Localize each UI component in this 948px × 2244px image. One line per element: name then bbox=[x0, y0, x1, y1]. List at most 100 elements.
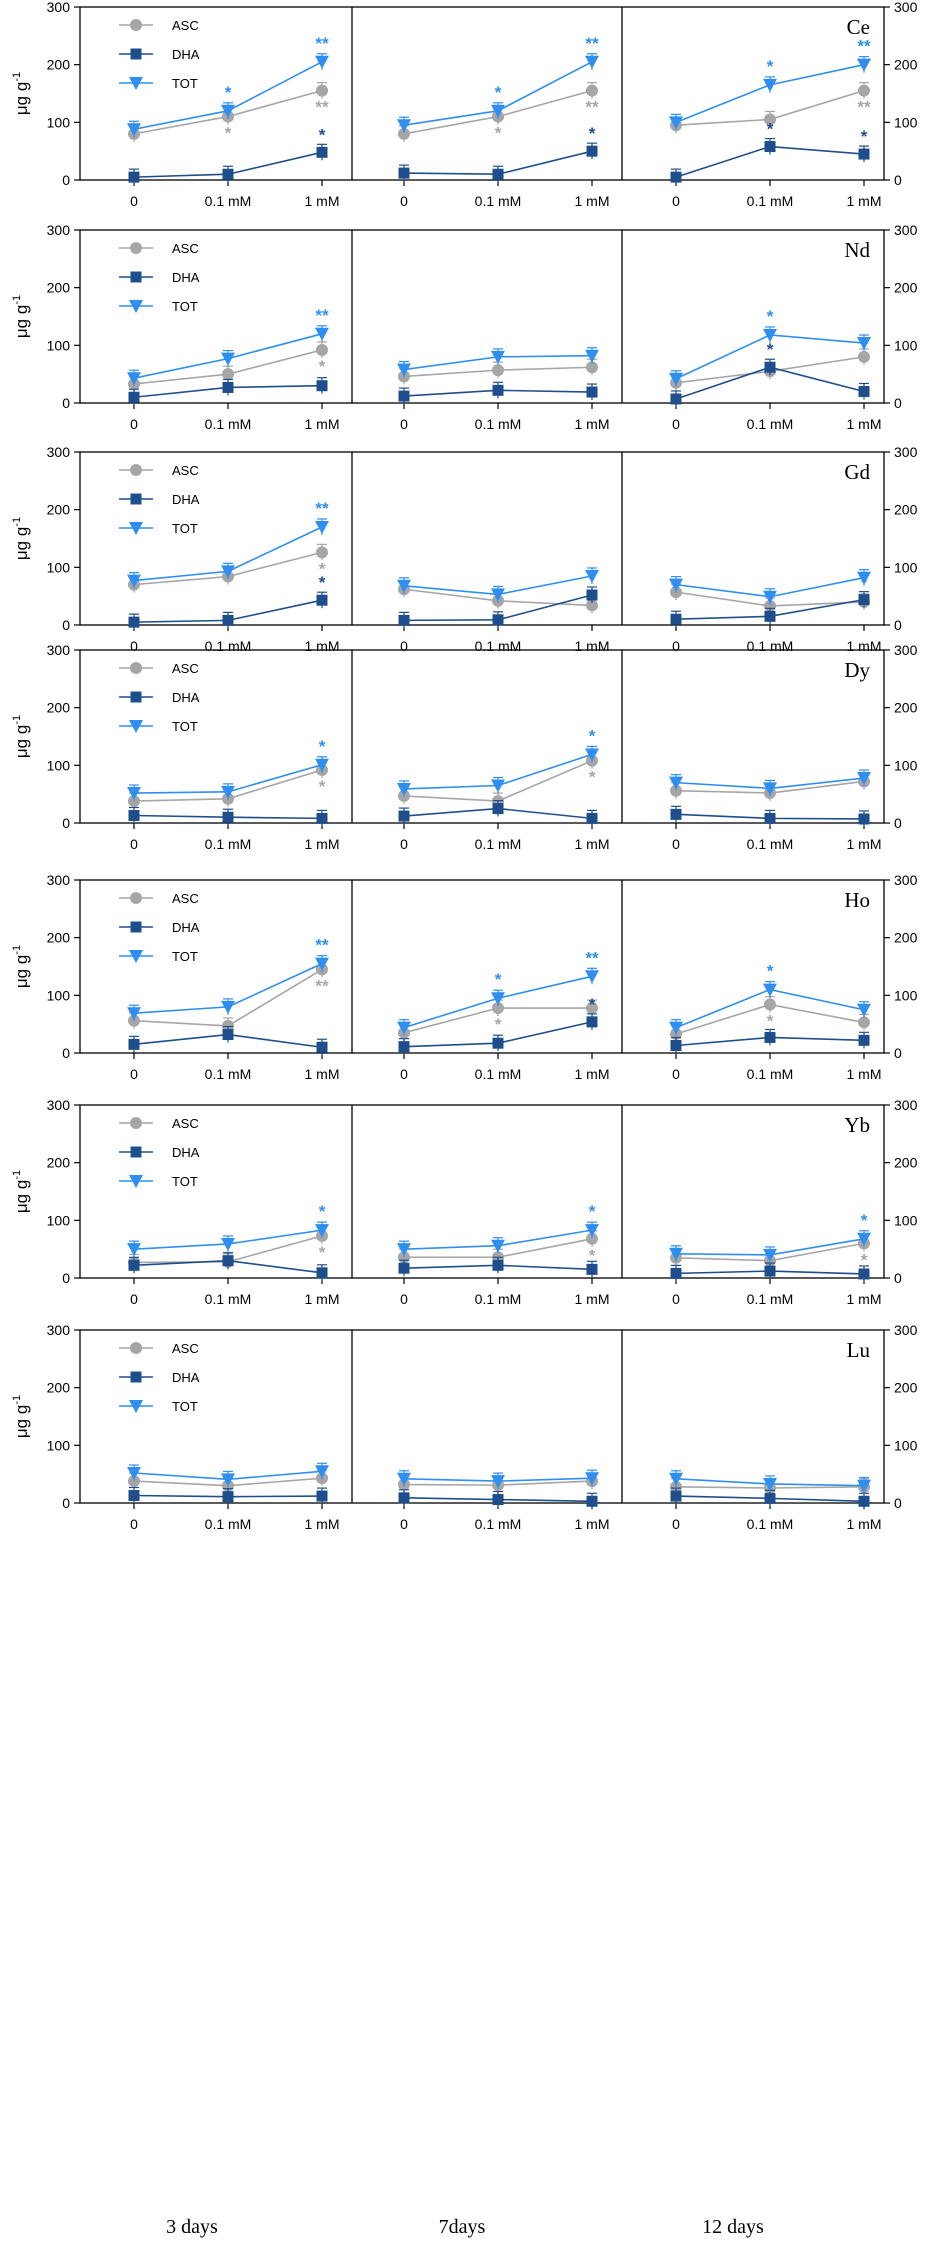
x-tick-label: 1 mM bbox=[847, 1066, 882, 1082]
dha-marker bbox=[398, 167, 410, 179]
y-tick-label: 100 bbox=[47, 1437, 71, 1453]
x-tick-label: 0.1 mM bbox=[205, 836, 252, 852]
x-tick-label: 0 bbox=[400, 1066, 408, 1082]
dha-marker bbox=[586, 589, 598, 601]
asc-marker bbox=[130, 892, 142, 904]
tot-marker bbox=[221, 1000, 235, 1014]
y-tick-label: 200 bbox=[47, 280, 71, 296]
tot-marker bbox=[397, 1021, 411, 1035]
tot-marker bbox=[491, 1475, 505, 1489]
tot-marker bbox=[585, 569, 599, 583]
x-tick-label: 1 mM bbox=[575, 836, 610, 852]
dha-marker bbox=[492, 1259, 504, 1271]
tot-marker bbox=[397, 1243, 411, 1257]
dha-marker bbox=[492, 614, 504, 626]
tot-marker bbox=[857, 772, 871, 786]
dha-marker bbox=[128, 616, 140, 628]
element-label: Ho bbox=[844, 888, 870, 912]
tot-marker bbox=[127, 787, 141, 801]
series-tot: ** bbox=[127, 499, 871, 605]
dha-marker bbox=[398, 810, 410, 822]
dha-marker bbox=[316, 1041, 328, 1053]
x-tick-label: 0.1 mM bbox=[205, 638, 252, 654]
dha-marker bbox=[316, 146, 328, 158]
y-tick-label: 200 bbox=[47, 930, 71, 946]
legend-entry-dha: DHA bbox=[119, 270, 200, 285]
y-tick-label-right: 0 bbox=[894, 815, 902, 831]
y-tick-label-right: 200 bbox=[894, 930, 918, 946]
tot-marker bbox=[585, 349, 599, 363]
y-axis-label-sup: -1 bbox=[11, 1395, 23, 1405]
x-tick-label: 0 bbox=[672, 1516, 680, 1532]
tot-marker bbox=[857, 571, 871, 585]
significance-star: * bbox=[767, 962, 774, 981]
dha-marker bbox=[130, 271, 142, 283]
legend-entry-dha: DHA bbox=[119, 920, 200, 935]
tot-marker bbox=[129, 720, 143, 733]
legend-entry-asc: ASC bbox=[119, 891, 199, 906]
significance-star: * bbox=[767, 1012, 774, 1031]
significance-star: * bbox=[861, 1250, 868, 1269]
legend-entry-asc: ASC bbox=[119, 241, 199, 256]
asc-marker bbox=[670, 784, 682, 797]
y-tick-label-right: 0 bbox=[894, 1270, 902, 1286]
dha-marker bbox=[670, 1040, 682, 1052]
x-tick-label: 1 mM bbox=[305, 638, 340, 654]
y-tick-label: 0 bbox=[62, 1270, 70, 1286]
y-tick-label: 200 bbox=[47, 1380, 71, 1396]
tot-marker bbox=[857, 58, 871, 72]
asc-marker bbox=[492, 364, 504, 377]
significance-star: * bbox=[225, 124, 232, 143]
x-tick-label: 0.1 mM bbox=[747, 638, 794, 654]
element-label: Gd bbox=[844, 460, 870, 484]
dha-marker bbox=[316, 1490, 328, 1502]
asc-marker bbox=[130, 242, 142, 254]
dha-marker bbox=[670, 1490, 682, 1502]
dha-marker bbox=[398, 1262, 410, 1274]
legend-entry-asc: ASC bbox=[119, 1116, 199, 1131]
y-tick-label: 200 bbox=[47, 502, 71, 518]
y-tick-label: 200 bbox=[47, 700, 71, 716]
element-label: Dy bbox=[844, 658, 870, 682]
x-tick-label: 0 bbox=[672, 193, 680, 209]
tot-marker bbox=[397, 363, 411, 377]
x-tick-label: 0.1 mM bbox=[475, 1291, 522, 1307]
x-tick-label: 1 mM bbox=[305, 1066, 340, 1082]
y-tick-label-right: 100 bbox=[894, 337, 918, 353]
significance-star: * bbox=[319, 125, 326, 144]
tot-marker bbox=[763, 782, 777, 796]
legend-label: TOT bbox=[172, 1174, 198, 1189]
asc-marker bbox=[398, 127, 410, 140]
dha-marker bbox=[858, 1034, 870, 1046]
x-tick-label: 0 bbox=[130, 1066, 138, 1082]
panel-Dy: 0 0 100 100 200 200 300 300 μg g-1 0 0.1 mM 1 mM 0 0.… bbox=[11, 642, 918, 852]
dha-marker bbox=[128, 810, 140, 822]
tot-marker bbox=[129, 950, 143, 963]
y-tick-label: 200 bbox=[47, 1155, 71, 1171]
y-axis-label-sup: -1 bbox=[11, 295, 23, 305]
significance-star: * bbox=[589, 1202, 596, 1221]
dha-marker bbox=[398, 390, 410, 402]
series-dha bbox=[128, 799, 870, 827]
asc-marker bbox=[316, 343, 328, 356]
x-tick-label: 0 bbox=[130, 416, 138, 432]
tot-marker bbox=[129, 77, 143, 90]
group-label-3-days: 3 days bbox=[166, 2216, 218, 2238]
y-tick-label: 300 bbox=[47, 444, 71, 460]
x-tick-label: 0 bbox=[672, 1066, 680, 1082]
legend-label: TOT bbox=[172, 1399, 198, 1414]
tot-marker bbox=[491, 588, 505, 602]
significance-star: * bbox=[319, 737, 326, 756]
series-asc: ****** ** bbox=[128, 82, 871, 143]
panel-frame bbox=[79, 229, 885, 404]
y-tick-label: 0 bbox=[62, 815, 70, 831]
y-tick-label-right: 0 bbox=[894, 617, 902, 633]
tot-marker bbox=[127, 372, 141, 386]
y-tick-label: 300 bbox=[47, 222, 71, 238]
dha-marker bbox=[764, 1265, 776, 1277]
legend-label: DHA bbox=[172, 920, 200, 935]
tot-marker bbox=[221, 1237, 235, 1251]
group-label-7-days: 7days bbox=[439, 2216, 486, 2238]
series-tot: ********* bbox=[127, 34, 871, 138]
